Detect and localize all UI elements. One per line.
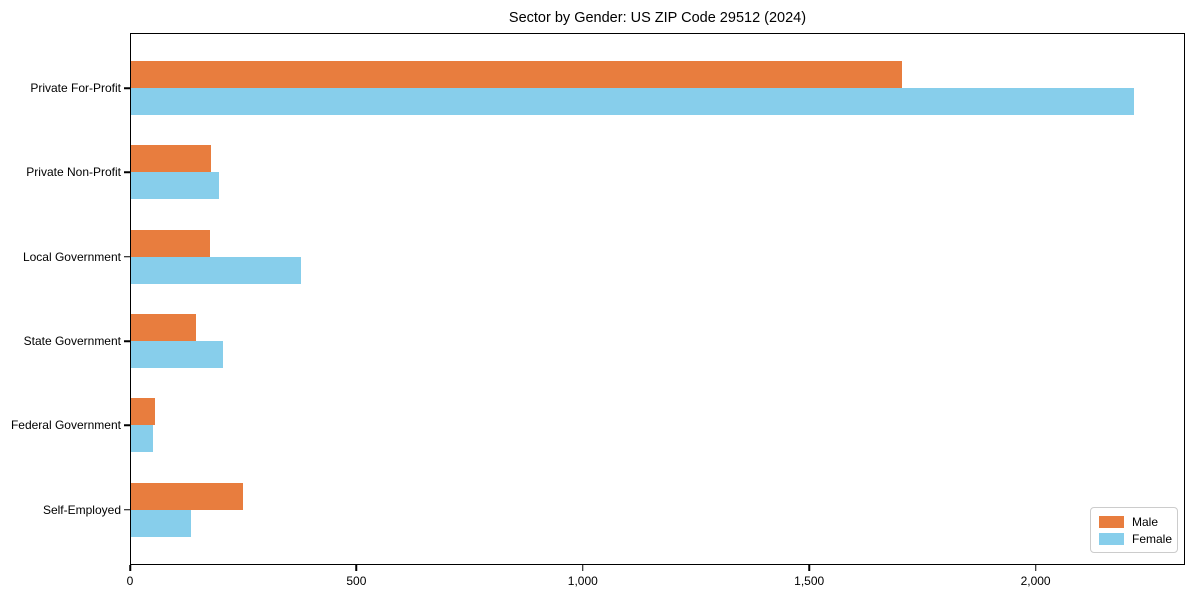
bar-female [131, 341, 223, 369]
bar-female [131, 509, 192, 537]
category-row: Private For-Profit [30, 46, 1184, 130]
bar-female [131, 88, 1135, 116]
bar-male [131, 398, 155, 426]
y-axis-label: Private For-Profit [30, 81, 121, 96]
category-row: Federal Government [11, 383, 1184, 467]
x-tick-mark [582, 565, 584, 571]
x-tick-label: 0 [126, 574, 134, 588]
bar-male [131, 229, 211, 257]
plot-rows: Private For-Profit Private Non-Profit Loca… [11, 34, 1184, 564]
bar-female [131, 256, 302, 284]
bar-female [131, 172, 219, 200]
x-tick-label: 1,000 [567, 574, 598, 588]
y-axis-label: Private Non-Profit [26, 165, 121, 180]
bar-female [131, 425, 153, 453]
x-tick-mark [129, 565, 131, 571]
category-row: Self-Employed [43, 468, 1184, 552]
bar-male [131, 482, 244, 510]
x-tick-label: 500 [346, 574, 367, 588]
category-row: Private Non-Profit [26, 130, 1184, 214]
x-axis: 0 500 1,000 1,500 2,000 [126, 565, 1185, 595]
y-tick-mark [123, 256, 130, 258]
x-tick-label: 2,000 [1020, 574, 1051, 588]
y-axis-label: Local Government [22, 249, 121, 264]
x-tick-label: 1,500 [794, 574, 825, 588]
y-axis-label: State Government [23, 334, 121, 349]
bar-male [131, 314, 197, 342]
plot-area: Private For-Profit Private Non-Profit Loca… [11, 33, 1185, 565]
legend: Male Female [1090, 507, 1178, 553]
category-row: State Government [24, 299, 1184, 383]
x-tick-mark [1034, 565, 1037, 571]
y-tick-mark [123, 171, 130, 174]
female-swatch-icon [1099, 532, 1124, 545]
x-tick-mark [355, 565, 358, 571]
y-axis-label: Federal Government [10, 418, 121, 433]
legend-label-male: Male [1132, 514, 1159, 529]
x-tick-mark [808, 565, 810, 571]
legend-item-female: Female [1099, 531, 1173, 546]
bar-male [131, 61, 902, 89]
y-axis-label: Self-Employed [42, 502, 121, 517]
category-row: Local Government [23, 215, 1184, 299]
y-tick-mark [123, 340, 130, 342]
bar-male [131, 145, 212, 173]
legend-item-male: Male [1099, 515, 1169, 529]
y-tick-mark [123, 87, 130, 89]
y-tick-mark [123, 424, 130, 427]
legend-label-female: Female [1132, 531, 1173, 546]
male-swatch-icon [1099, 515, 1124, 528]
chart-title: Sector by Gender: US ZIP Code 29512 (202… [508, 10, 807, 26]
y-tick-mark [123, 509, 130, 511]
